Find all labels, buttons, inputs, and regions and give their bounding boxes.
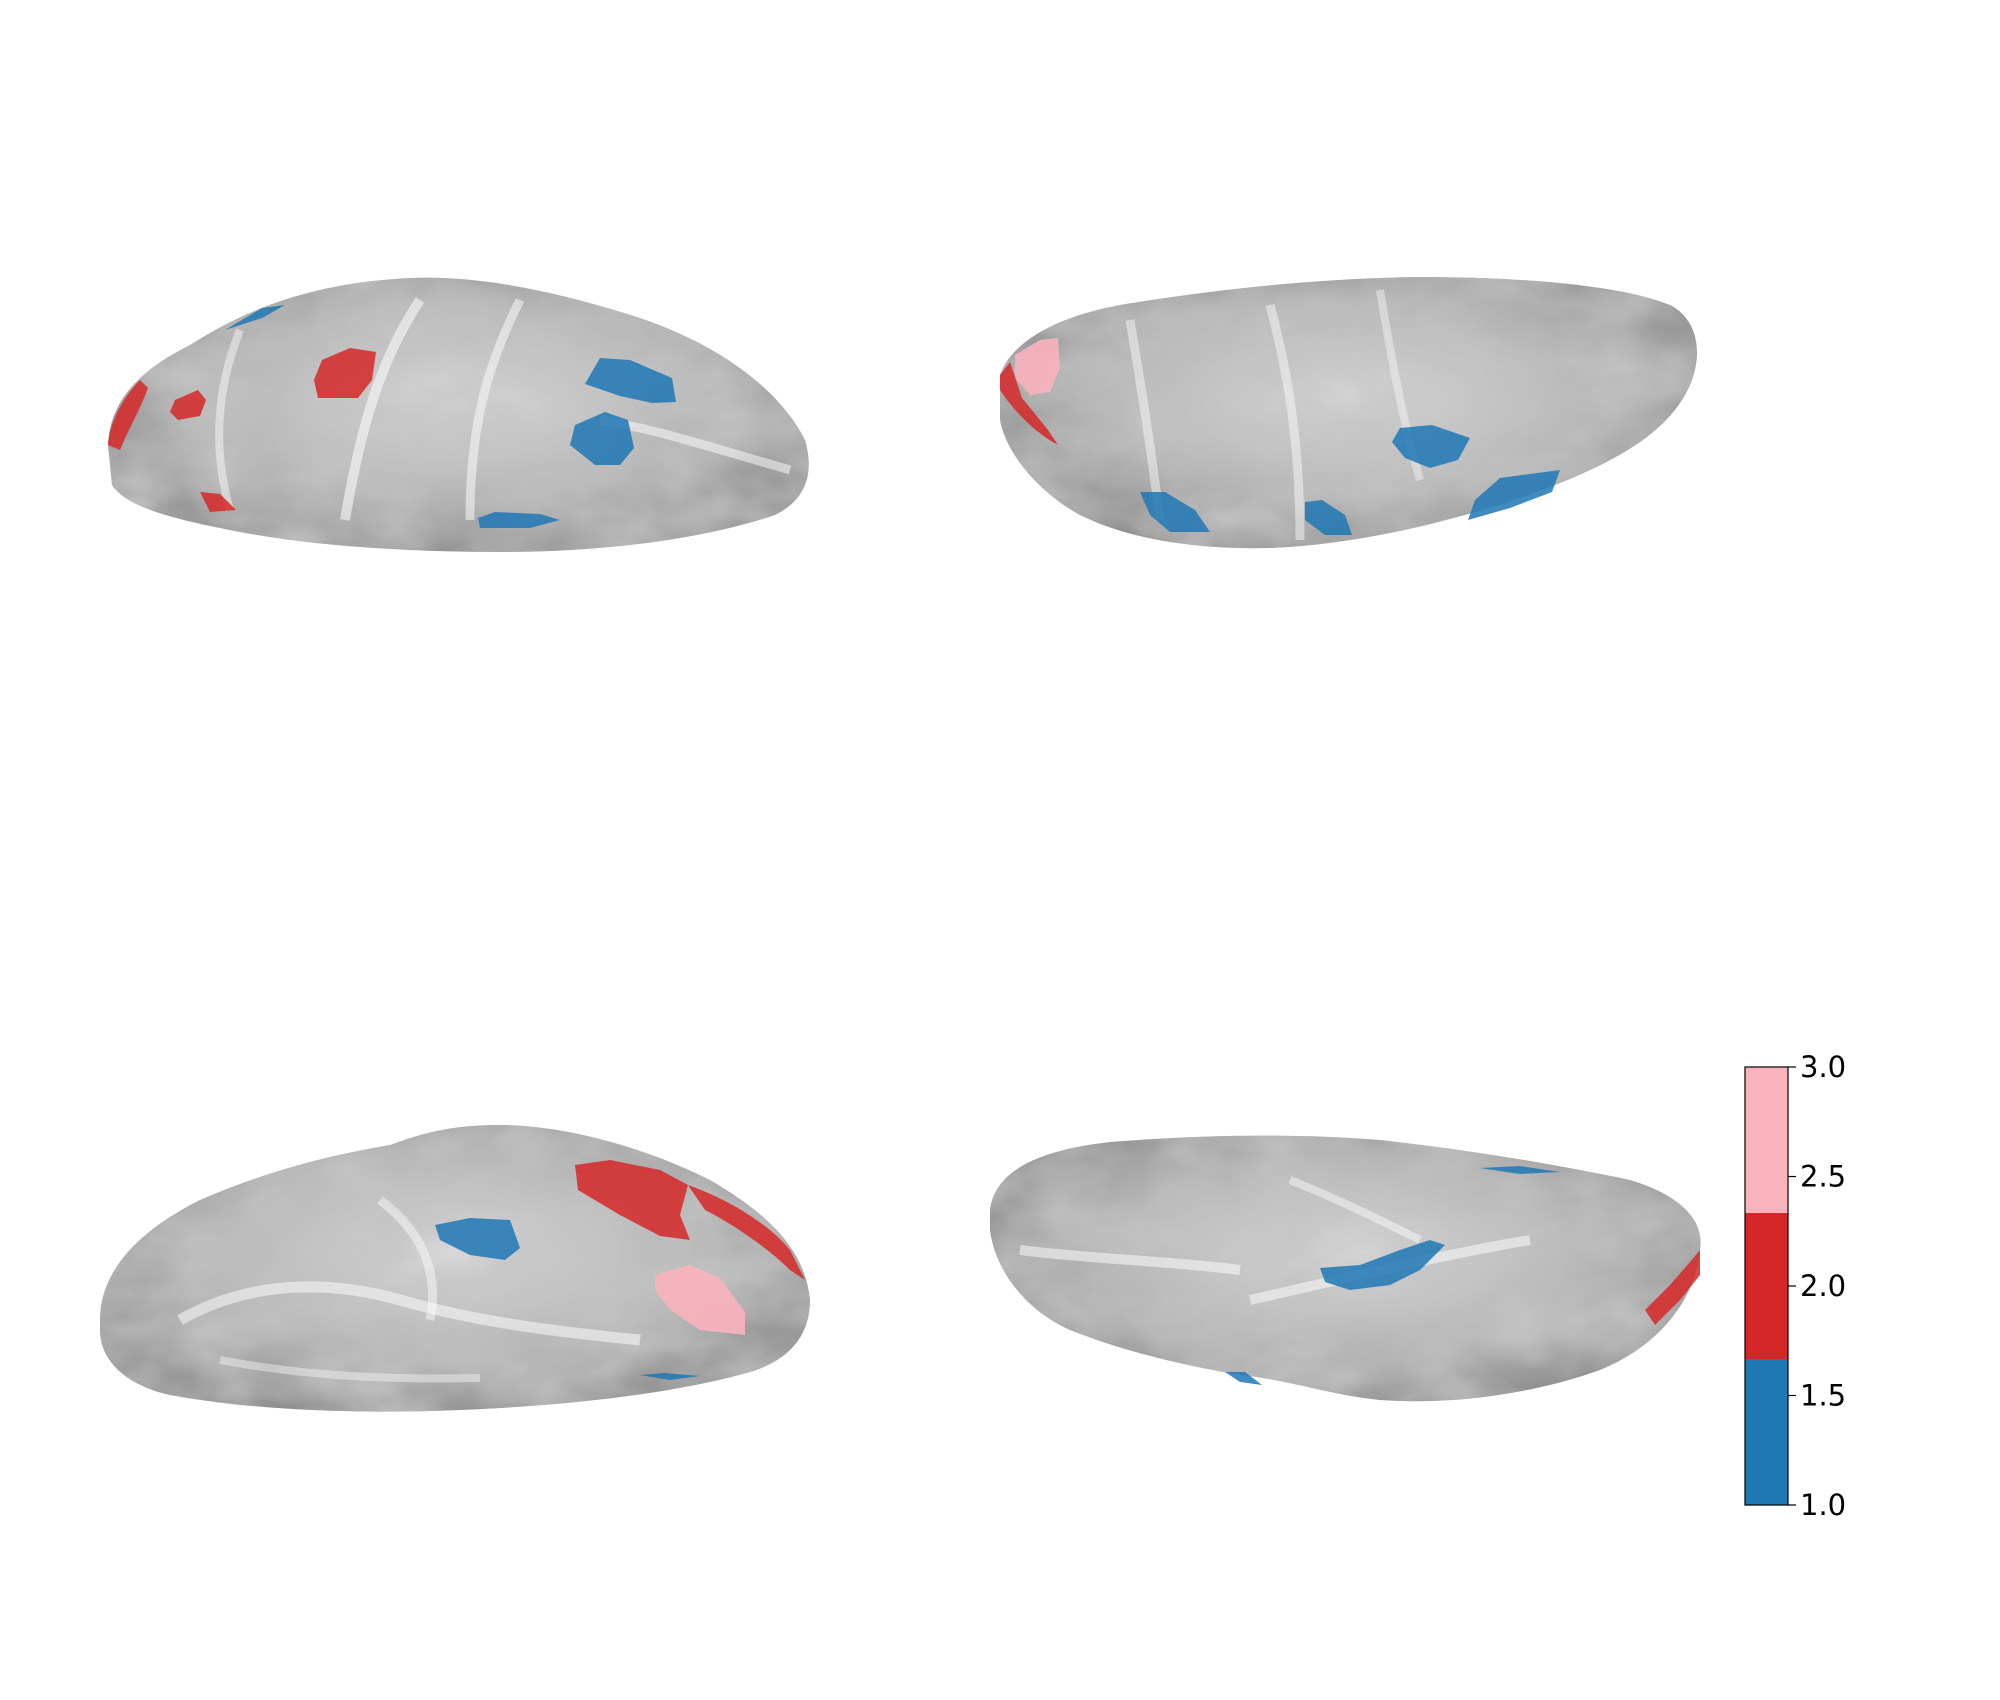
parcel-blue [478,512,560,528]
parcel-blue [585,358,676,403]
parcel-blue [570,412,634,465]
colorbar-bin-1 [1745,1213,1788,1359]
parcel-blue [1305,500,1352,535]
parcel-red [1000,362,1058,445]
colorbar-bin-2 [1745,1067,1788,1214]
sulcus-line [1265,303,1305,541]
parcel-blue [1225,1372,1262,1385]
cortex-surface [100,1125,810,1412]
sulcus-line [377,1196,438,1321]
parcel-red [108,380,148,450]
parcel-red [688,1185,805,1280]
brain-view-bottom-left [100,1125,810,1412]
parcel-blue [1320,1240,1445,1290]
colorbar-bins [1745,1067,1788,1505]
sulcus-line [219,1356,481,1383]
parcel-red [170,390,206,420]
parcel-blue [225,305,285,330]
colorbar-tick-label: 2.5 [1800,1160,1846,1194]
sulcus-line [1019,1245,1241,1275]
colorbar-tick-label: 1.0 [1800,1488,1846,1522]
cortex-surface [108,277,809,552]
colorbar-tick-label: 2.0 [1800,1269,1846,1303]
sulcus-line [1288,1176,1422,1244]
sulcus-line [215,328,244,512]
cortex-surface [1000,277,1697,549]
parcel-blue [1392,425,1470,468]
brain-view-top-left [108,277,809,552]
parcel-pink [655,1265,745,1335]
colorbar-ticks: 3.0 2.5 2.0 1.5 1.0 [1788,1050,1846,1522]
parcel-blue [1140,492,1210,532]
colorbar-tick-label: 3.0 [1800,1050,1846,1084]
parcel-blue [435,1218,520,1260]
parcel-red [200,492,236,512]
parcel-blue [1480,1166,1560,1174]
parcel-blue [640,1373,700,1380]
colorbar-tick-label: 1.5 [1800,1379,1846,1413]
sulcus-line [177,1281,641,1346]
sulcus-line [1125,319,1165,521]
parcel-pink [1015,338,1060,395]
colorbar-bin-0 [1745,1358,1788,1505]
colorbar: 3.0 2.5 2.0 1.5 1.0 [1744,1050,1846,1522]
parcel-blue [1468,470,1560,520]
brain-view-bottom-right [990,1135,1701,1402]
sulcus-line [340,297,425,521]
sulcus-line [465,297,525,521]
brain-view-top-right [1000,277,1697,549]
parcel-red [1645,1250,1700,1325]
parcel-red [575,1160,690,1240]
parcel-red [314,348,376,398]
